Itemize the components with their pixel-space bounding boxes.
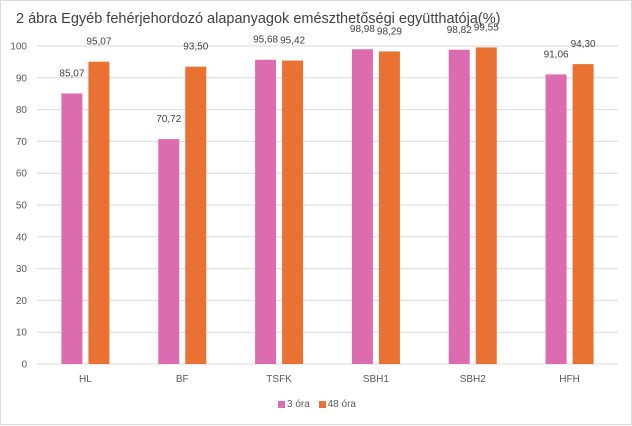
legend-swatch [318,401,326,408]
bar-hfh-series-1 [572,64,594,364]
legend-label: 3 óra [287,399,310,410]
x-tick-label: BF [176,374,189,385]
bar-hl-series-1 [88,61,110,364]
y-tick-label: 20 [16,296,28,307]
bar-bf-series-1 [185,66,207,365]
bar-tsfk-series-0 [255,59,277,364]
data-label: 70,72 [156,114,181,125]
data-label: 93,50 [183,42,208,53]
x-tick-label: SBH1 [363,374,390,385]
data-label: 95,07 [86,37,111,48]
bar-bf-series-0 [158,139,180,364]
legend-item-48-ora: 48 óra [318,399,356,410]
x-tick-label: HFH [559,374,580,385]
chart-title: 2 ábra Egyéb fehérjehordozó alapanyagok … [16,11,501,27]
bar-sbh1-series-0 [351,49,373,365]
data-label: 98,98 [350,24,375,35]
data-label: 95,42 [280,36,305,47]
x-tick-label: SBH2 [460,374,487,385]
data-label: 94,30 [571,39,596,50]
y-tick-label: 50 [16,201,28,212]
data-label: 91,06 [544,49,569,60]
bar-sbh2-series-1 [475,47,497,364]
y-tick-label: 10 [16,328,28,339]
y-tick-label: 60 [16,169,28,180]
legend-item-3-ora: 3 óra [278,399,310,410]
data-label: 98,29 [377,26,402,37]
y-tick-label: 80 [16,105,28,116]
y-tick-label: 30 [16,264,28,275]
y-tick-label: 70 [16,137,28,148]
y-tick-label: 90 [16,73,28,84]
bar-hfh-series-0 [545,74,567,364]
data-label: 85,07 [59,68,84,79]
y-tick-label: 40 [16,232,28,243]
data-label: 95,68 [253,35,278,46]
bar-hl-series-0 [61,93,83,364]
bar-tsfk-series-1 [282,60,304,365]
legend: 3 óra 48 óra [1,399,632,411]
legend-label: 48 óra [327,399,356,410]
x-tick-label: TSFK [266,374,292,385]
x-tick-label: HL [79,374,92,385]
data-label: 98,82 [447,25,472,36]
y-tick-label: 0 [21,360,27,371]
bar-sbh2-series-0 [448,49,470,364]
y-tick-label: 100 [10,42,27,53]
legend-swatch [278,401,286,408]
data-label: 99,55 [474,22,499,33]
bar-sbh1-series-1 [378,51,400,364]
